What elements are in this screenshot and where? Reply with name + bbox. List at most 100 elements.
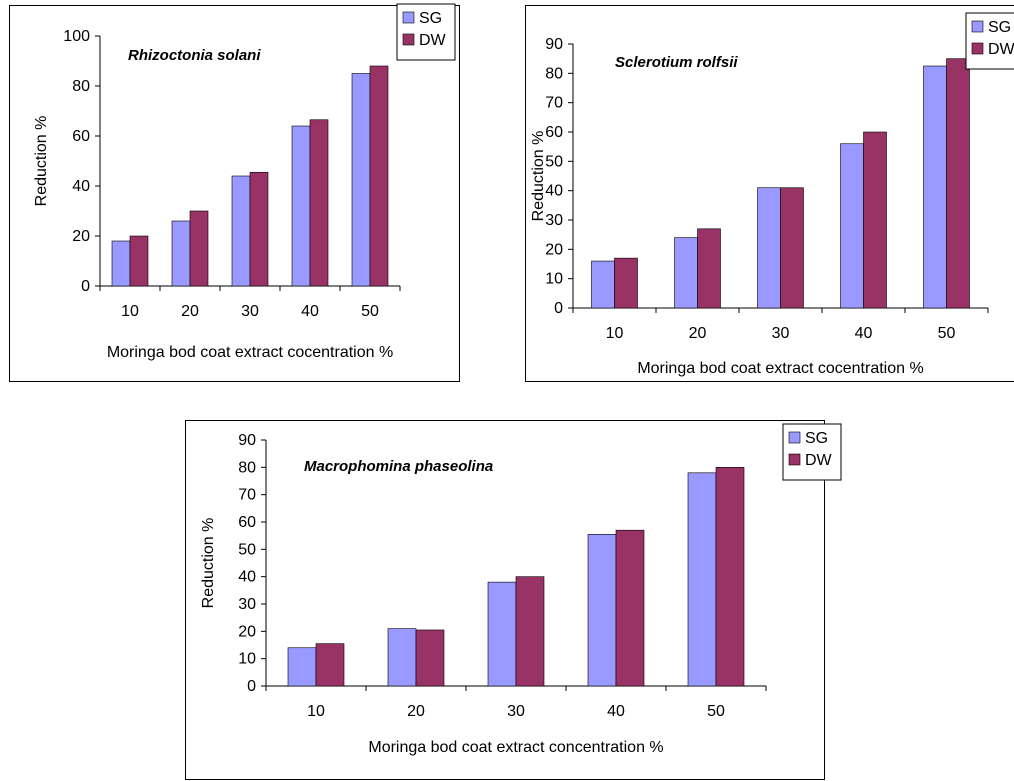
y-tick-label: 40 (545, 183, 563, 200)
bar-dw-30 (515, 576, 545, 687)
y-tick-label: 80 (545, 65, 563, 82)
x-tick-label: 20 (181, 303, 199, 320)
bar-sg-30 (487, 581, 517, 687)
legend: SG DW (396, 3, 456, 61)
y-axis-title: Reduction % (530, 131, 547, 222)
bar-dw-40 (863, 131, 887, 309)
bar-dw-20 (189, 210, 209, 287)
legend-label-dw: DW (988, 41, 1014, 58)
bar-sg-30 (757, 187, 781, 309)
x-tick-label: 10 (606, 325, 624, 342)
bar-sg-40 (291, 125, 311, 287)
chart-title: Rhizoctonia solani (128, 47, 261, 64)
x-tick-label: 40 (607, 703, 625, 720)
y-tick-label: 30 (545, 212, 563, 229)
legend-swatch-dw (402, 33, 415, 46)
y-tick-label: 60 (238, 514, 256, 531)
legend: SG DW (965, 12, 1014, 70)
chart-panel-macrophomina: 0 10 20 30 40 50 60 70 80 90 10 20 30 40 50 Macrophomin… (185, 420, 842, 780)
legend-label-sg: SG (419, 10, 442, 27)
y-tick-label: 100 (63, 28, 90, 45)
y-tick-label: 70 (238, 487, 256, 504)
bar-dw-20 (697, 228, 721, 309)
y-tick-label: 40 (72, 178, 90, 195)
bar-sg-10 (111, 240, 131, 287)
chart-svg: 0 10 20 30 40 50 60 70 80 90 10 20 30 40 50 Macrophomin… (200, 423, 842, 756)
legend-swatch-sg (971, 20, 984, 33)
legend-label-dw: DW (419, 32, 447, 49)
y-tick-label: 80 (238, 459, 256, 476)
x-tick-label: 30 (772, 325, 790, 342)
bar-sg-50 (687, 472, 717, 687)
bar-dw-40 (309, 119, 329, 287)
bar-sg-10 (591, 260, 615, 309)
y-tick-label: 0 (81, 278, 90, 295)
bar-dw-30 (780, 187, 804, 309)
bar-dw-10 (614, 257, 638, 309)
x-tick-label: 20 (407, 703, 425, 720)
bar-sg-20 (674, 237, 698, 309)
y-tick-label: 60 (545, 124, 563, 141)
legend-swatch-sg (402, 11, 415, 24)
y-tick-label: 20 (545, 241, 563, 258)
y-axis-title: Reduction % (200, 518, 217, 609)
y-tick-label: 10 (238, 651, 256, 668)
bar-dw-20 (415, 629, 445, 687)
y-tick-label: 90 (545, 36, 563, 53)
bar-sg-50 (923, 65, 947, 309)
x-tick-label: 40 (301, 303, 319, 320)
bar-dw-50 (715, 467, 745, 687)
bar-sg-20 (171, 220, 191, 287)
legend-label-sg: SG (805, 430, 828, 447)
legend-swatch-dw (788, 453, 801, 466)
x-tick-label: 10 (121, 303, 139, 320)
chart-panel-rhizoctonia: 0 20 40 60 80 100 10 20 30 40 50 Rhizoctonia solani… (9, 3, 460, 382)
y-axis-title: Reduction % (33, 116, 50, 207)
chart-title: Macrophomina phaseolina (304, 458, 493, 475)
bar-sg-30 (231, 175, 251, 287)
x-tick-label: 50 (938, 325, 956, 342)
legend: SG DW (782, 423, 842, 481)
x-tick-label: 20 (689, 325, 707, 342)
legend-label-dw: DW (805, 452, 833, 469)
legend-label-sg: SG (988, 19, 1011, 36)
x-axis-title: Moringa bod coat extract concentration % (368, 739, 663, 756)
x-tick-label: 50 (707, 703, 725, 720)
y-tick-label: 70 (545, 95, 563, 112)
y-tick-label: 90 (238, 432, 256, 449)
chart-svg: 0 10 20 30 40 50 60 70 80 90 10 20 30 40 50 Sclerotium … (530, 12, 1014, 377)
chart-title: Sclerotium rolfsii (615, 54, 738, 71)
y-tick-label: 0 (247, 678, 256, 695)
x-axis-title: Moringa bod coat extract cocentration % (107, 344, 393, 361)
bar-sg-40 (840, 143, 864, 309)
bar-sg-50 (351, 73, 371, 287)
y-tick-label: 30 (238, 596, 256, 613)
y-tick-label: 60 (72, 128, 90, 145)
legend-swatch-dw (971, 42, 984, 55)
bar-dw-50 (946, 58, 970, 309)
y-tick-label: 0 (554, 300, 563, 317)
bar-dw-30 (249, 171, 269, 287)
y-tick-label: 20 (72, 228, 90, 245)
legend-swatch-sg (788, 431, 801, 444)
x-axis-title: Moringa bod coat extract cocentration % (637, 360, 923, 377)
bar-dw-10 (315, 643, 345, 687)
x-tick-label: 50 (361, 303, 379, 320)
x-tick-label: 10 (307, 703, 325, 720)
y-tick-label: 50 (238, 541, 256, 558)
bar-dw-50 (369, 65, 389, 287)
bar-dw-10 (129, 235, 149, 287)
y-tick-label: 40 (238, 569, 256, 586)
y-tick-label: 10 (545, 271, 563, 288)
x-tick-label: 40 (855, 325, 873, 342)
bar-dw-40 (615, 529, 645, 687)
x-tick-label: 30 (507, 703, 525, 720)
x-tick-label: 30 (241, 303, 259, 320)
bar-sg-40 (587, 534, 617, 687)
chart-panel-sclerotium: 0 10 20 30 40 50 60 70 80 90 10 20 30 40 50 Sclerotium … (525, 5, 1014, 382)
bar-sg-10 (287, 647, 317, 687)
y-tick-label: 20 (238, 623, 256, 640)
bar-sg-20 (387, 628, 417, 687)
y-tick-label: 80 (72, 78, 90, 95)
legend-box (396, 3, 456, 61)
